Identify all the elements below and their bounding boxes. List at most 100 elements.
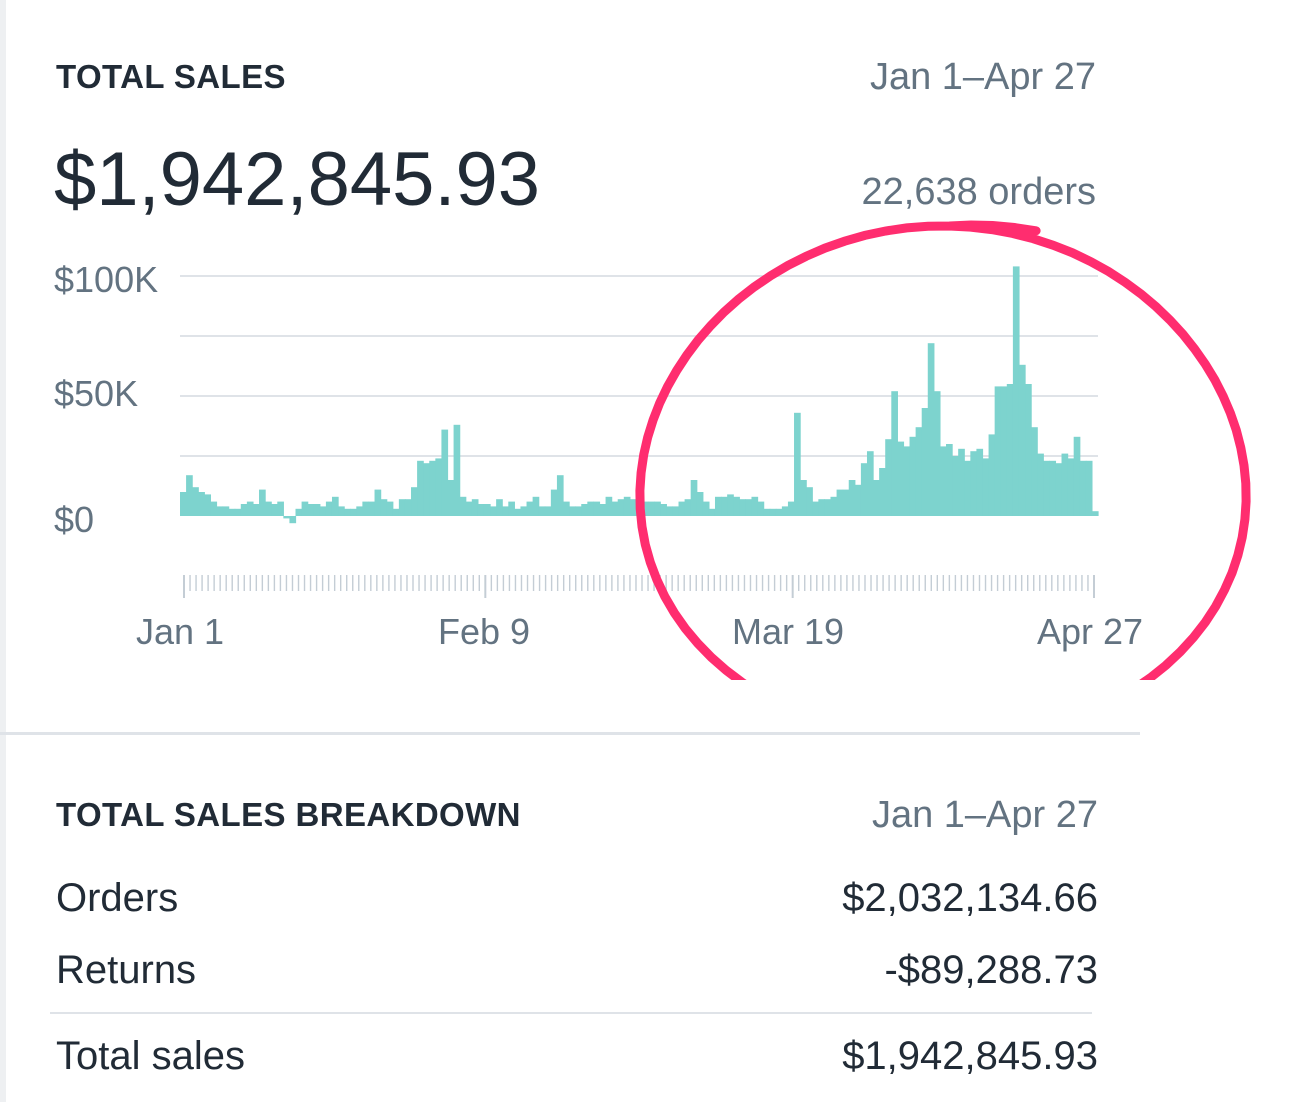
bar[interactable]: [319, 506, 327, 516]
bar[interactable]: [331, 496, 339, 516]
bar[interactable]: [1012, 266, 1020, 516]
bar[interactable]: [1018, 364, 1026, 516]
bar[interactable]: [654, 501, 661, 516]
bar[interactable]: [210, 501, 218, 516]
bar[interactable]: [575, 506, 582, 516]
bar[interactable]: [1055, 463, 1063, 516]
bar[interactable]: [307, 504, 315, 516]
bar[interactable]: [818, 499, 826, 516]
bar[interactable]: [763, 508, 771, 516]
bar[interactable]: [1091, 511, 1099, 516]
bar[interactable]: [1049, 460, 1057, 516]
bar[interactable]: [660, 504, 667, 516]
bar[interactable]: [441, 429, 449, 516]
bar[interactable]: [854, 484, 862, 516]
bar[interactable]: [556, 475, 564, 516]
bar[interactable]: [794, 412, 801, 516]
bar[interactable]: [921, 408, 929, 516]
bar[interactable]: [374, 489, 382, 516]
bar[interactable]: [465, 501, 473, 516]
bar[interactable]: [563, 501, 570, 516]
bar[interactable]: [739, 499, 746, 516]
bar[interactable]: [903, 446, 911, 516]
bar[interactable]: [915, 427, 923, 516]
bar[interactable]: [380, 499, 388, 516]
bar[interactable]: [860, 463, 868, 516]
bar[interactable]: [690, 480, 698, 516]
bar[interactable]: [483, 504, 491, 516]
bar[interactable]: [879, 468, 886, 516]
bar[interactable]: [295, 508, 303, 516]
bar[interactable]: [1073, 436, 1081, 516]
bar[interactable]: [1031, 427, 1038, 516]
bar[interactable]: [356, 506, 363, 516]
bar[interactable]: [830, 496, 838, 516]
bar[interactable]: [283, 516, 291, 519]
bar[interactable]: [550, 489, 558, 516]
bar[interactable]: [532, 496, 540, 516]
bar[interactable]: [453, 424, 461, 516]
bar[interactable]: [490, 506, 497, 516]
bar[interactable]: [672, 506, 680, 516]
bar[interactable]: [848, 480, 856, 516]
bar[interactable]: [666, 506, 674, 516]
bar[interactable]: [593, 501, 601, 516]
total-sales-date-range[interactable]: Jan 1–Apr 27: [869, 56, 1096, 98]
bar[interactable]: [946, 444, 953, 516]
bar[interactable]: [781, 506, 789, 516]
bar[interactable]: [642, 501, 649, 516]
bar[interactable]: [569, 506, 576, 516]
bar[interactable]: [386, 501, 394, 516]
bar[interactable]: [246, 501, 254, 516]
bar[interactable]: [447, 480, 455, 516]
bar[interactable]: [392, 508, 400, 516]
bar[interactable]: [696, 492, 704, 516]
bar[interactable]: [325, 501, 333, 516]
bar[interactable]: [605, 496, 613, 516]
bar[interactable]: [964, 460, 971, 516]
bar[interactable]: [338, 506, 345, 516]
bar[interactable]: [684, 499, 692, 516]
bar[interactable]: [423, 463, 430, 516]
bar[interactable]: [648, 501, 655, 516]
bar[interactable]: [289, 516, 297, 524]
bar[interactable]: [1037, 453, 1044, 516]
bar[interactable]: [733, 496, 740, 516]
bar[interactable]: [544, 506, 552, 516]
bar[interactable]: [885, 439, 892, 516]
bar[interactable]: [271, 504, 278, 516]
bar[interactable]: [757, 501, 765, 516]
bar[interactable]: [1043, 460, 1050, 516]
bar[interactable]: [368, 501, 376, 516]
bar[interactable]: [751, 496, 759, 516]
bar[interactable]: [198, 492, 205, 516]
bar[interactable]: [970, 451, 978, 516]
bar[interactable]: [362, 501, 370, 516]
bar[interactable]: [216, 506, 224, 516]
bar[interactable]: [933, 391, 941, 516]
bar[interactable]: [976, 448, 984, 516]
bar[interactable]: [1079, 460, 1087, 516]
bar[interactable]: [411, 487, 418, 516]
bar[interactable]: [1061, 453, 1069, 516]
bar[interactable]: [1006, 384, 1014, 516]
bar[interactable]: [958, 448, 965, 516]
bar[interactable]: [611, 501, 619, 516]
bar[interactable]: [769, 508, 777, 516]
bar[interactable]: [678, 501, 686, 516]
bar[interactable]: [587, 501, 594, 516]
bar[interactable]: [204, 494, 211, 516]
bar[interactable]: [581, 504, 588, 516]
bar[interactable]: [502, 506, 509, 516]
bar[interactable]: [526, 501, 534, 516]
bar[interactable]: [186, 475, 193, 516]
bar[interactable]: [775, 508, 783, 516]
bar[interactable]: [873, 480, 880, 516]
bar[interactable]: [988, 434, 996, 516]
bar[interactable]: [508, 501, 515, 516]
bar[interactable]: [927, 343, 935, 516]
bar[interactable]: [514, 508, 522, 516]
bar[interactable]: [1067, 458, 1075, 516]
bar[interactable]: [538, 506, 546, 516]
bar[interactable]: [259, 489, 266, 516]
